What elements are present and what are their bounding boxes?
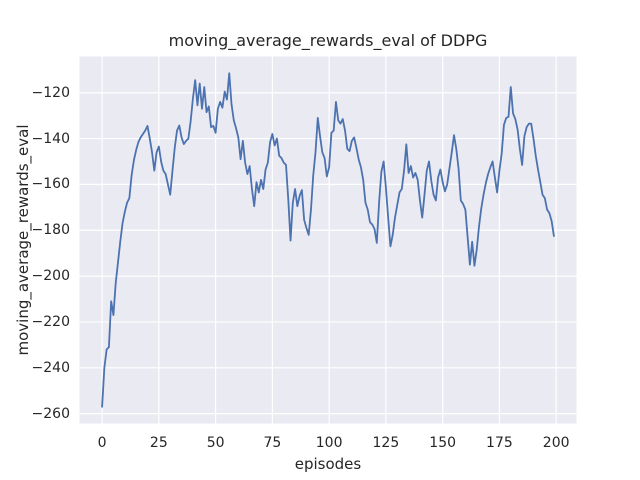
x-axis-label: episodes xyxy=(294,455,362,473)
y-tick-label: −260 xyxy=(31,405,70,422)
x-tick-label: 100 xyxy=(315,435,343,451)
x-tick-label: 200 xyxy=(542,435,570,451)
chart-title: moving_average_rewards_eval of DDPG xyxy=(168,31,488,50)
x-tick-label: 125 xyxy=(372,435,400,451)
y-tick-label: −220 xyxy=(31,313,70,330)
y-tick-label: −160 xyxy=(31,176,70,193)
y-tick-label: −140 xyxy=(31,130,70,147)
x-tick-label: 175 xyxy=(486,435,513,451)
x-tick-label: 50 xyxy=(206,435,225,451)
x-tick-label: 0 xyxy=(97,435,107,451)
y-tick-label: −120 xyxy=(31,84,70,101)
x-tick-label: 75 xyxy=(263,435,282,451)
x-tick-label: 150 xyxy=(429,435,457,451)
y-tick-label: −200 xyxy=(31,268,70,285)
y-tick-label: −240 xyxy=(31,359,70,376)
y-tick-label: −180 xyxy=(31,222,70,239)
reward-line-series xyxy=(101,72,555,408)
x-tick-label: 25 xyxy=(149,435,168,451)
plot-background xyxy=(79,56,577,424)
